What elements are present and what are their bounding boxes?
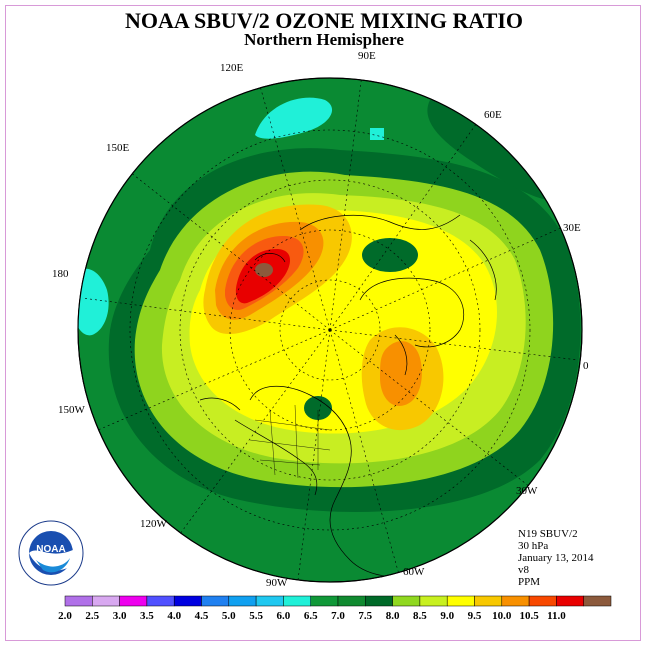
noaa-logo: NOAA — [18, 520, 84, 586]
info-date: January 13, 2014 — [518, 552, 594, 564]
colorbar-tick-label: 8.5 — [413, 610, 427, 622]
lon-label-30e: 30E — [563, 222, 581, 234]
lon-label-120e: 120E — [220, 62, 244, 74]
lon-label-120w: 120W — [140, 518, 167, 530]
colorbar-ticks: 2.0 2.5 3.0 3.5 4.0 4.5 5.0 5.5 6.0 6.5 7.0 7.5 8.0 8… — [58, 610, 566, 622]
colorbar-box — [64, 595, 93, 607]
colorbar-tick-label: 4.0 — [167, 610, 181, 622]
cyan-low-top — [255, 97, 333, 139]
lon-label-0: 0 — [583, 360, 589, 372]
colorbar-box — [255, 595, 284, 607]
info-instrument: N19 SBUV/2 — [518, 528, 578, 540]
colorbar-box — [283, 595, 311, 607]
logo-text: NOAA — [36, 544, 65, 555]
lon-label-180: 180 — [52, 268, 69, 280]
colorbar-tick-label: 10.0 — [492, 610, 512, 622]
colorbar-box — [201, 595, 230, 607]
coastlines — [199, 214, 497, 578]
contour-11-0-max — [255, 263, 273, 277]
colorbar-box — [392, 595, 421, 607]
info-level: 30 hPa — [518, 540, 549, 552]
colorbar-tick-label: 2.5 — [85, 610, 99, 622]
globe-outline — [77, 77, 583, 583]
lon-label-90w: 90W — [266, 577, 288, 589]
data-info-block: N19 SBUV/2 30 hPa January 13, 2014 v8 PP… — [518, 528, 593, 588]
colorbar-tick-label: 5.0 — [222, 610, 236, 622]
colorbar-box — [419, 595, 448, 607]
colorbar-box — [119, 595, 148, 607]
low-dark-green-1 — [362, 238, 418, 272]
colorbar-tick-label: 2.0 — [58, 610, 72, 622]
lon-label-150e: 150E — [106, 142, 130, 154]
colorbar-tick-label: 11.0 — [547, 610, 566, 622]
colorbar-tick-label: 10.5 — [519, 610, 539, 622]
map-title: NOAA SBUV/2 OZONE MIXING RATIO — [124, 8, 524, 33]
graticule — [81, 78, 579, 581]
colorbar-tick-label: 9.5 — [468, 610, 482, 622]
colorbar-box — [337, 595, 366, 607]
cyan-low-small — [370, 128, 384, 140]
colorbar-box — [365, 595, 393, 607]
colorbar-box — [528, 595, 557, 607]
colorbar-box — [92, 595, 120, 607]
lon-label-60e: 60E — [484, 109, 502, 121]
colorbar-box — [228, 595, 257, 607]
colorbar-box — [474, 595, 503, 607]
info-units: PPM — [518, 576, 541, 588]
contour-dark-lobe — [427, 100, 560, 201]
lon-label-90e: 90E — [358, 50, 376, 62]
colorbar-box — [146, 595, 175, 607]
colorbar-boxes — [64, 595, 612, 607]
colorbar-box — [446, 595, 475, 607]
colorbar-tick-label: 9.0 — [440, 610, 454, 622]
colorbar-tick-label: 6.0 — [277, 610, 291, 622]
colorbar-tick-label: 3.5 — [140, 610, 154, 622]
lon-label-30w: 30W — [516, 485, 538, 497]
colorbar-tick-label: 7.5 — [358, 610, 372, 622]
lon-label-60w: 60W — [403, 566, 425, 578]
colorbar-box — [583, 595, 612, 607]
colorbar-tick-label: 7.0 — [331, 610, 345, 622]
colorbar-tick-label: 6.5 — [304, 610, 318, 622]
colorbar-tick-label: 5.5 — [249, 610, 263, 622]
low-dark-green-2 — [304, 396, 332, 420]
colorbar-box — [501, 595, 530, 607]
plot-frame — [5, 5, 641, 641]
info-version: v8 — [518, 564, 529, 576]
lon-label-150w: 150W — [58, 404, 85, 416]
colorbar-tick-label: 3.0 — [113, 610, 127, 622]
colorbar-box — [310, 595, 339, 607]
colorbar-tick-label: 4.5 — [195, 610, 209, 622]
contour-9-5-region-east — [380, 341, 422, 406]
state-borders — [249, 404, 331, 479]
colorbar-box — [173, 595, 202, 607]
colorbar-box — [556, 595, 584, 607]
map-subtitle: Northern Hemisphere — [244, 30, 404, 49]
colorbar-tick-label: 8.0 — [386, 610, 400, 622]
